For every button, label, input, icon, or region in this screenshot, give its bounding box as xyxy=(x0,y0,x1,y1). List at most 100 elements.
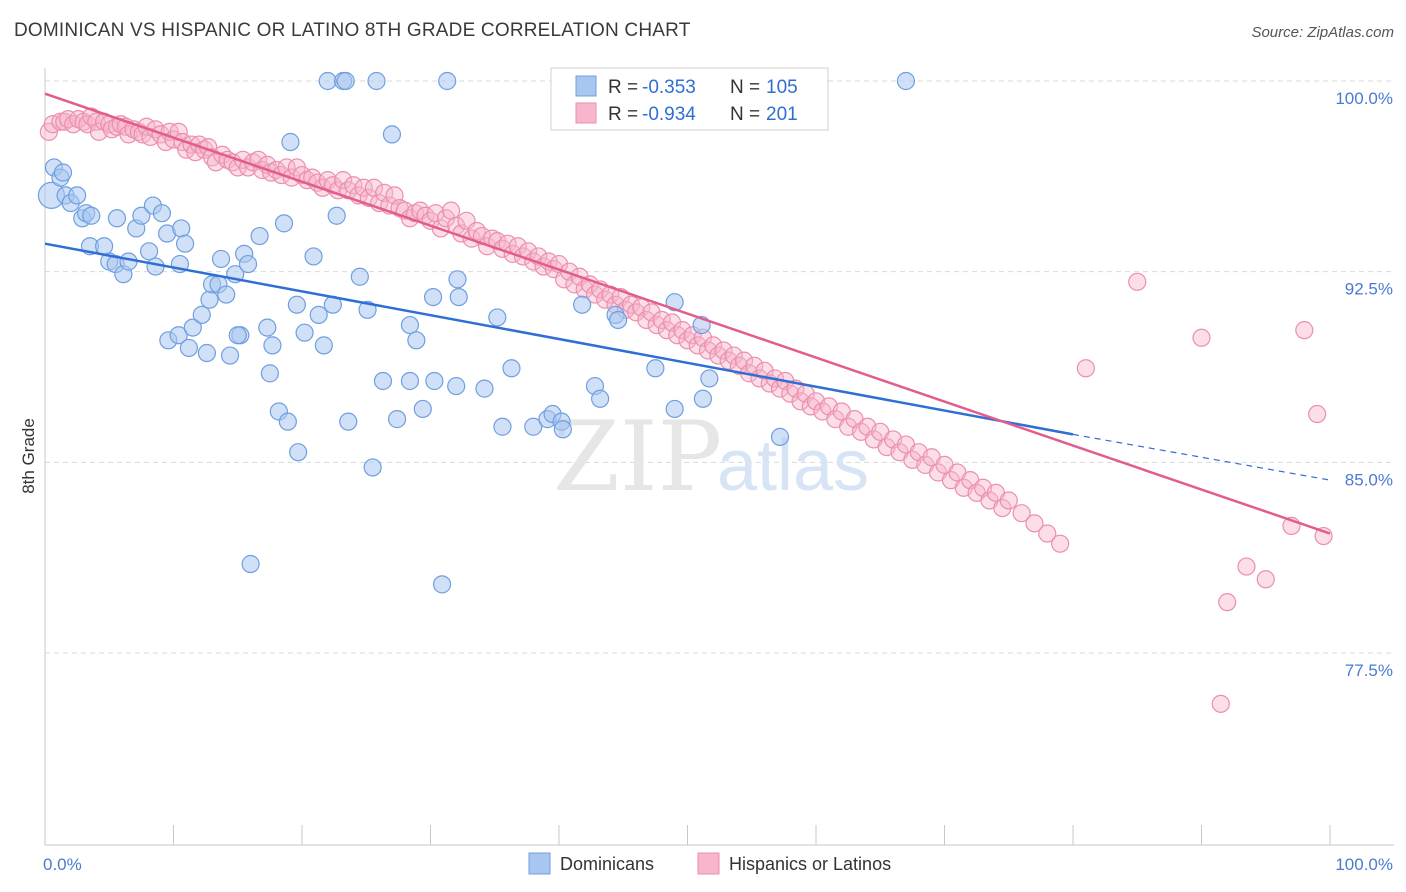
data-point-hispanics xyxy=(1076,359,1095,378)
data-point-dominicans xyxy=(382,125,402,144)
data-point-dominicans xyxy=(700,369,719,388)
data-point-dominicans xyxy=(139,242,159,261)
legend-r-value-1: -0.353 xyxy=(642,77,696,98)
y-tick-label: 92.5% xyxy=(1345,280,1393,299)
data-point-dominicans xyxy=(350,267,369,286)
data-point-dominicans xyxy=(263,336,282,355)
y-tick-labels: 77.5% 85.0% 92.5% 100.0% xyxy=(1335,89,1393,680)
data-point-dominicans xyxy=(373,371,393,391)
trend-line-hispanics xyxy=(44,92,1331,535)
data-point-dominicans xyxy=(95,237,114,256)
data-point-dominicans xyxy=(524,417,543,436)
data-point-hispanics xyxy=(1192,328,1211,347)
data-point-dominicans xyxy=(152,204,172,223)
data-point-dominicans xyxy=(387,410,407,429)
data-point-hispanics xyxy=(585,285,605,304)
data-point-hispanics xyxy=(673,321,692,340)
data-point-dominicans xyxy=(318,71,337,91)
data-point-hispanics xyxy=(801,397,820,416)
data-point-dominicans xyxy=(250,226,269,246)
bottom-legend-label-dominicans: Dominicans xyxy=(560,854,654,874)
data-point-dominicans xyxy=(68,186,87,205)
data-point-hispanics xyxy=(781,384,800,403)
data-point-dominicans xyxy=(217,285,236,304)
data-point-hispanics xyxy=(714,341,733,360)
data-point-dominicans xyxy=(289,443,308,462)
data-point-dominicans xyxy=(665,293,684,312)
data-point-hispanics xyxy=(678,331,697,350)
data-point-hispanics xyxy=(1038,524,1057,543)
legend-r-value-2: -0.934 xyxy=(642,104,696,125)
data-point-hispanics xyxy=(724,346,743,365)
data-point-dominicans xyxy=(367,71,386,91)
data-point-dominicans xyxy=(53,163,73,182)
legend-swatch-dominicans xyxy=(575,75,597,97)
trend-lines xyxy=(44,92,1331,535)
data-point-dominicans xyxy=(179,338,199,358)
data-point-hispanics xyxy=(1128,272,1147,291)
data-point-hispanics xyxy=(704,336,723,355)
data-point-dominicans xyxy=(304,247,323,266)
data-point-dominicans xyxy=(488,308,507,327)
data-point-dominicans xyxy=(132,206,151,225)
trend-line-dominicans xyxy=(44,242,1074,436)
x-tick-label-min: 0.0% xyxy=(43,855,82,874)
legend-r-label-1: R = xyxy=(608,77,638,98)
y-tick-label: 85.0% xyxy=(1345,470,1393,489)
x-tick-marks xyxy=(44,825,1331,845)
bottom-legend-label-hispanics: Hispanics or Latinos xyxy=(729,854,891,874)
data-point-hispanics xyxy=(596,290,615,309)
data-point-dominicans xyxy=(82,206,101,225)
data-point-dominicans xyxy=(278,412,297,431)
data-point-dominicans xyxy=(260,364,279,383)
data-point-hispanics xyxy=(668,326,687,345)
data-point-dominicans xyxy=(646,359,665,378)
data-point-dominicans xyxy=(314,336,333,355)
data-point-dominicans xyxy=(336,71,355,91)
data-point-dominicans xyxy=(493,417,512,436)
data-point-hispanics xyxy=(698,341,718,360)
data-point-dominicans xyxy=(107,209,127,228)
data-point-dominicans xyxy=(475,379,494,398)
data-point-hispanics xyxy=(102,120,121,139)
data-point-dominicans xyxy=(295,323,314,342)
data-point-hispanics xyxy=(1012,504,1031,523)
data-point-dominicans xyxy=(175,234,195,253)
data-point-dominicans xyxy=(281,132,300,152)
data-point-dominicans xyxy=(438,71,457,91)
data-point-hispanics xyxy=(729,356,749,375)
data-point-dominicans xyxy=(241,554,260,574)
data-point-hispanics xyxy=(467,221,486,241)
data-point-dominicans xyxy=(502,359,521,378)
data-point-dominicans xyxy=(591,389,610,408)
data-point-hispanics xyxy=(1025,514,1044,533)
series-hispanics-points xyxy=(39,107,1333,713)
data-point-hispanics xyxy=(1256,570,1275,589)
data-point-hispanics xyxy=(1051,534,1070,553)
data-point-hispanics xyxy=(999,491,1018,510)
data-point-hispanics xyxy=(709,346,728,365)
legend-box: R = -0.353 N = 105 R = -0.934 N = 201 xyxy=(550,67,829,131)
data-point-dominicans xyxy=(238,254,258,274)
data-point-hispanics xyxy=(993,498,1012,518)
data-point-dominicans xyxy=(309,305,328,324)
data-point-dominicans xyxy=(449,287,468,307)
y-tick-label: 77.5% xyxy=(1345,661,1393,680)
data-point-dominicans xyxy=(896,71,916,91)
data-point-dominicans xyxy=(172,219,191,238)
watermark-atlas: atlas xyxy=(717,426,869,506)
y-tick-label: 100.0% xyxy=(1335,89,1393,108)
legend-n-label-1: N = xyxy=(730,77,760,98)
legend-n-label-2: N = xyxy=(730,104,760,125)
legend-swatch-hispanics xyxy=(575,102,597,124)
data-point-hispanics xyxy=(334,171,353,190)
data-point-hispanics xyxy=(354,178,373,197)
data-point-dominicans xyxy=(448,270,467,289)
legend-r-label-2: R = xyxy=(608,104,638,125)
data-point-dominicans xyxy=(573,295,592,314)
data-point-dominicans xyxy=(146,257,165,276)
data-point-hispanics xyxy=(441,201,461,220)
source-label: Source: ZipAtlas.com xyxy=(1251,24,1394,41)
data-point-dominicans xyxy=(192,305,211,324)
data-point-hispanics xyxy=(647,315,666,335)
